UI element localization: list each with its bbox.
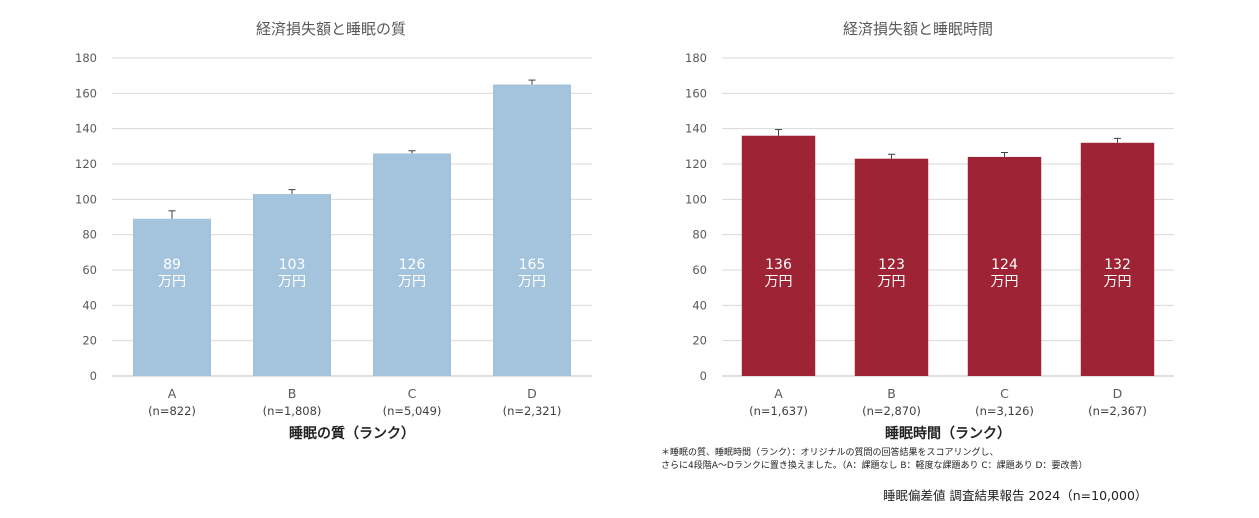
y-tick-label: 180 — [685, 51, 707, 65]
category-label: D — [1113, 386, 1123, 401]
sample-size-label: (n=3,126) — [975, 404, 1034, 418]
data-label-value: 126 — [399, 257, 426, 273]
category-label: D — [527, 386, 537, 401]
y-tick-label: 160 — [685, 86, 707, 100]
sample-size-label: (n=1,808) — [263, 404, 322, 418]
chart-title: 経済損失額と睡眠時間 — [843, 20, 993, 38]
y-tick-label: 60 — [692, 263, 707, 277]
y-tick-label: 0 — [700, 369, 707, 383]
data-label-value: 124 — [991, 257, 1018, 273]
footnote: ＊睡眠の質、睡眠時間（ランク）：オリジナルの質問の回答結果をスコアリングし、 さ… — [661, 447, 1087, 473]
y-tick-label: 20 — [692, 334, 707, 348]
sample-size-label: (n=5,049) — [383, 404, 442, 418]
y-tick-label: 40 — [692, 298, 707, 312]
y-tick-label: 120 — [75, 157, 97, 171]
source-note: 睡眠偏差値 調査結果報告 2024（n=10,000） — [883, 488, 1148, 503]
x-axis-title: 睡眠時間（ランク） — [885, 425, 1011, 442]
category-label: C — [1000, 386, 1009, 401]
sample-size-label: (n=2,367) — [1088, 404, 1147, 418]
y-tick-label: 60 — [82, 263, 97, 277]
data-label-unit: 万円 — [991, 274, 1019, 290]
bar — [253, 194, 331, 376]
data-label-value: 132 — [1104, 257, 1131, 273]
chart-title: 経済損失額と睡眠の質 — [256, 20, 406, 38]
data-label-value: 165 — [519, 257, 546, 273]
category-label: A — [168, 386, 177, 401]
data-label-unit: 万円 — [158, 274, 186, 290]
sample-size-label: (n=2,321) — [503, 404, 562, 418]
chart-sleep-quality: 経済損失額と睡眠の質02040608010012014016018089万円A(… — [75, 20, 592, 442]
sample-size-label: (n=1,637) — [749, 404, 808, 418]
y-tick-label: 180 — [75, 51, 97, 65]
bar — [741, 135, 816, 376]
y-tick-label: 0 — [90, 369, 97, 383]
category-label: B — [887, 386, 896, 401]
y-tick-label: 140 — [685, 122, 707, 136]
x-axis-title: 睡眠の質（ランク） — [289, 425, 415, 442]
data-label-value: 123 — [878, 257, 905, 273]
category-label: C — [408, 386, 417, 401]
y-tick-label: 80 — [82, 228, 97, 242]
footnote-line-2: さらに4段階A～Dランクに置き換えました。（A：課題なし B：軽度な課題あり C… — [661, 461, 1088, 471]
bar — [854, 158, 929, 376]
y-tick-label: 120 — [685, 157, 707, 171]
bar — [133, 218, 211, 376]
category-label: B — [288, 386, 297, 401]
data-label-value: 136 — [765, 257, 792, 273]
y-tick-label: 100 — [685, 192, 707, 206]
data-label-unit: 万円 — [1104, 274, 1132, 290]
data-label-value: 103 — [279, 257, 306, 273]
data-label-unit: 万円 — [765, 274, 793, 290]
sample-size-label: (n=2,870) — [862, 404, 921, 418]
footnote-line-1: ＊睡眠の質、睡眠時間（ランク）：オリジナルの質問の回答結果をスコアリングし、 — [661, 448, 999, 458]
y-tick-label: 80 — [692, 228, 707, 242]
bar — [373, 153, 451, 376]
data-label-unit: 万円 — [398, 274, 426, 290]
bar — [1080, 142, 1155, 376]
y-tick-label: 40 — [82, 298, 97, 312]
chart-sleep-duration: 経済損失額と睡眠時間020406080100120140160180136万円A… — [685, 20, 1174, 442]
data-label-unit: 万円 — [518, 274, 546, 290]
y-tick-label: 20 — [82, 334, 97, 348]
data-label-unit: 万円 — [878, 274, 906, 290]
data-label-unit: 万円 — [278, 274, 306, 290]
y-tick-label: 160 — [75, 86, 97, 100]
bar — [493, 84, 571, 376]
y-tick-label: 140 — [75, 122, 97, 136]
category-label: A — [774, 386, 783, 401]
y-tick-label: 100 — [75, 192, 97, 206]
bar — [967, 156, 1042, 376]
sample-size-label: (n=822) — [148, 404, 196, 418]
data-label-value: 89 — [163, 257, 181, 273]
